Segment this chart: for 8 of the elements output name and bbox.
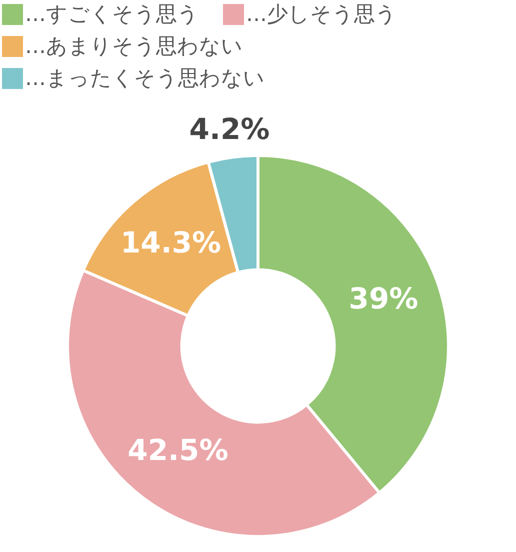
data-label: 14.3% <box>120 226 222 260</box>
data-label: 39% <box>348 281 418 316</box>
data-label: 42.5% <box>128 433 228 468</box>
legend-label: …まったくそう思わない <box>25 65 265 92</box>
legend-label: …少しそう思う <box>246 1 397 28</box>
legend-label: …あまりそう思わない <box>25 33 243 60</box>
data-label: 4.2% <box>189 112 270 146</box>
legend-label: …すごくそう思う <box>25 1 199 28</box>
